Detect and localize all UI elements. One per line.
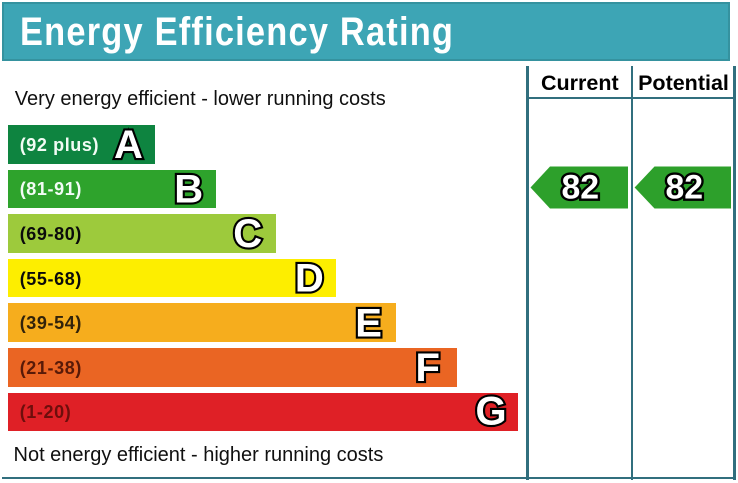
svg-text:D: D (295, 257, 324, 301)
svg-text:C: C (233, 212, 262, 256)
svg-text:82: 82 (666, 169, 704, 207)
svg-text:E: E (355, 301, 382, 345)
svg-text:G: G (475, 389, 506, 433)
svg-text:82: 82 (562, 169, 600, 207)
svg-text:A: A (114, 123, 143, 167)
svg-text:F: F (415, 346, 439, 390)
svg-text:B: B (174, 168, 203, 212)
